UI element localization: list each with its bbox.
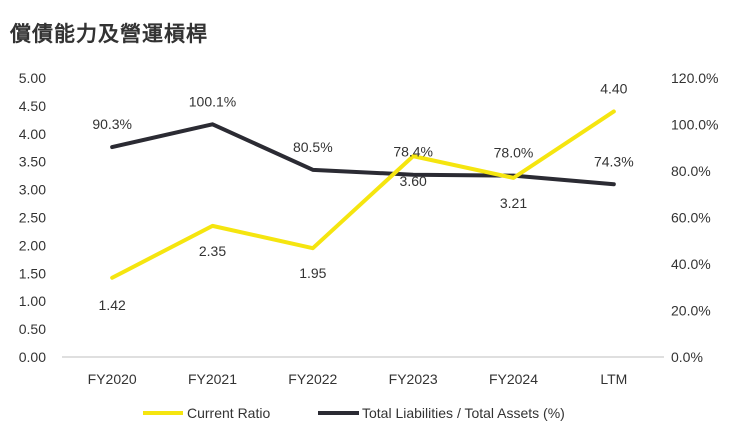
x-tick-label: FY2022 [288,371,337,387]
series-lines [110,109,616,280]
chart-title: 償債能力及營運槓桿 [10,22,208,46]
current-ratio-data-label: 3.21 [500,195,527,211]
y-left-tick-label: 4.50 [19,98,46,114]
y-left-tick-label: 0.00 [19,349,46,365]
axes: 0.00 0.50 1.00 1.50 2.00 2.50 3.00 3.50 4.00 4.50… [19,70,719,387]
y-left-tick-label: 2.00 [19,237,46,253]
y-left-tick-label: 1.50 [19,265,46,281]
current-ratio-data-label: 4.40 [600,80,627,96]
y-right-tick-label: 100.0% [671,117,718,133]
liabilities-ratio-data-label: 78.4% [393,144,433,160]
x-tick-label: LTM [600,371,627,387]
liabilities-ratio-data-label: 80.5% [293,139,333,155]
x-tick-label: FY2021 [188,371,237,387]
y-left-tick-label: 5.00 [19,70,46,86]
x-tick-label: FY2020 [88,371,137,387]
current-ratio-data-label: 1.95 [299,265,326,281]
y-left-tick-label: 3.00 [19,182,46,198]
x-tick-label: FY2024 [489,371,538,387]
y-right-tick-label: 20.0% [671,303,711,319]
legend: Current Ratio Total Liabilities / Total A… [143,405,565,421]
y-left-tick-label: 2.50 [19,210,46,226]
current-ratio-data-label: 3.60 [400,173,427,189]
current-ratio-data-label: 2.35 [199,243,226,259]
y-right-tick-label: 40.0% [671,256,711,272]
series-line-liabilities-ratio [110,122,616,187]
liabilities-ratio-data-label: 74.3% [594,153,634,169]
liabilities-ratio-data-label: 78.0% [494,145,534,161]
x-tick-label: FY2023 [389,371,438,387]
y-left-tick-label: 4.00 [19,126,46,142]
y-right-tick-label: 80.0% [671,163,711,179]
y-left-tick-label: 0.50 [19,321,46,337]
data-labels: 1.42 2.35 1.95 3.60 3.21 4.40 90.3% 100.1% 80.5%… [92,80,633,312]
y-right-tick-label: 120.0% [671,70,718,86]
legend-label-current-ratio: Current Ratio [187,405,270,421]
series-line-current-ratio [110,109,616,280]
current-ratio-data-label: 1.42 [99,297,126,313]
liabilities-ratio-data-label: 100.1% [189,93,236,109]
legend-label-liabilities-ratio: Total Liabilities / Total Assets (%) [362,405,565,421]
liabilities-ratio-data-label: 90.3% [92,116,132,132]
y-right-tick-label: 60.0% [671,210,711,226]
y-left-tick-label: 1.00 [19,293,46,309]
y-right-tick-label: 0.0% [671,349,703,365]
y-left-tick-label: 3.50 [19,154,46,170]
